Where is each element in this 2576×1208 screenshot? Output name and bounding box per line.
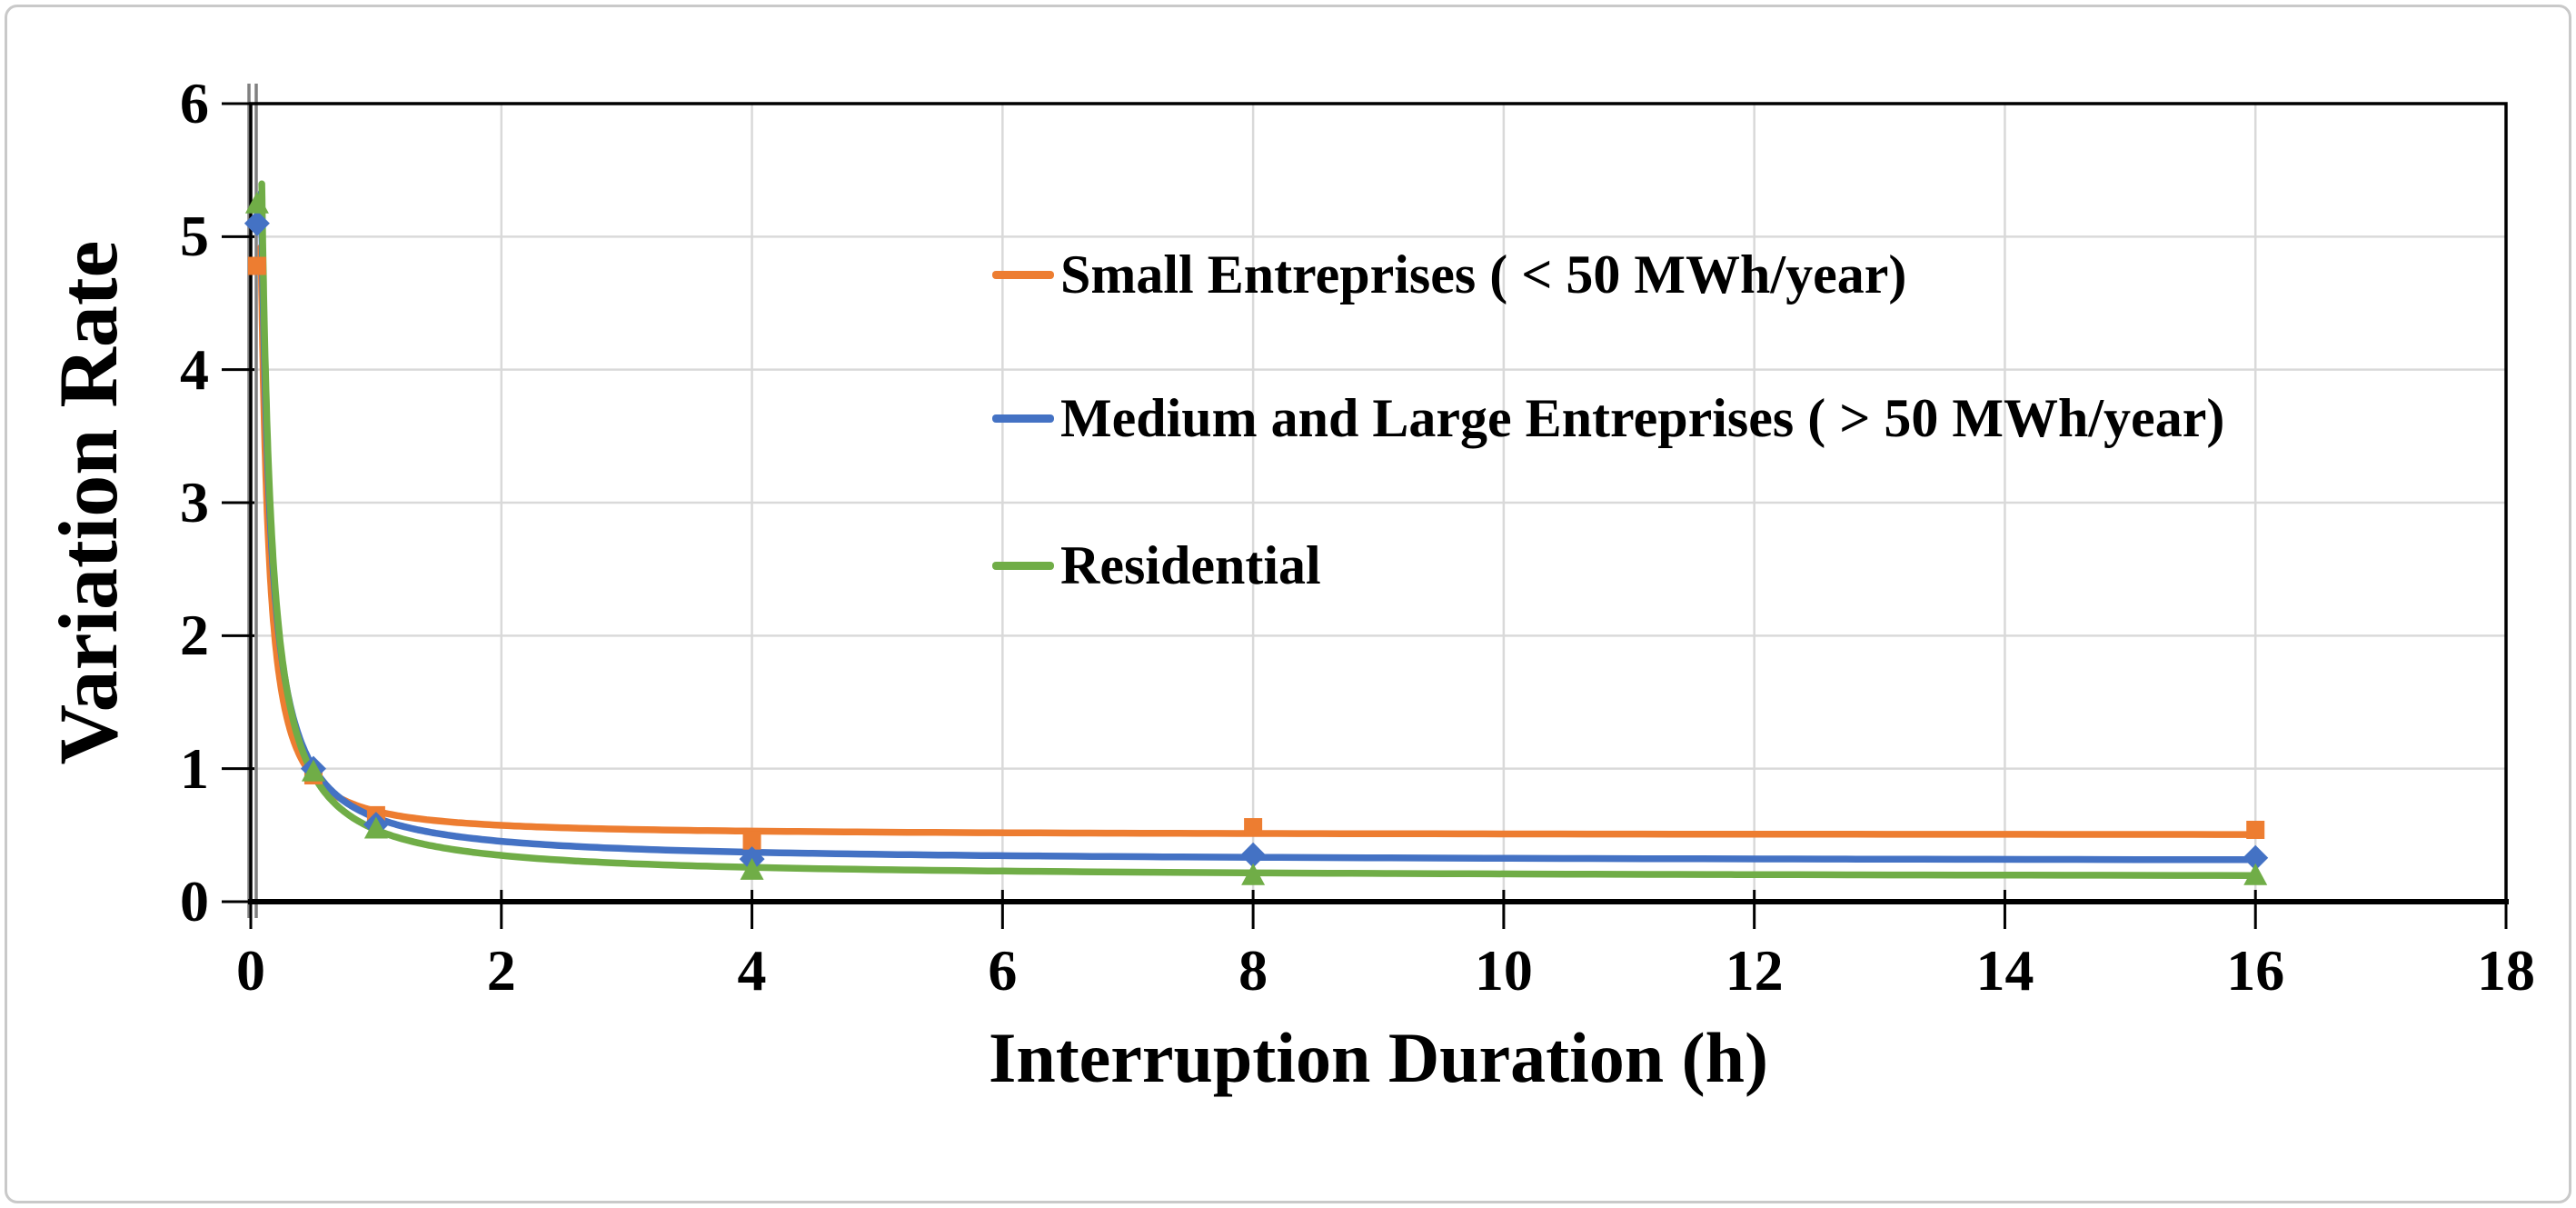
diamond-marker-series-1 [1240, 842, 1267, 868]
legend-label-residential: Residential [1060, 535, 1321, 595]
y-tick-label: 4 [180, 336, 209, 402]
legend-label-small-enterprises: Small Entreprises ( < 50 MWh/year) [1060, 245, 1907, 304]
legend-item-medium-large-enterprises: Medium and Large Entreprises ( > 50 MWh/… [992, 385, 2224, 451]
x-tick-label: 12 [1725, 938, 1784, 1003]
x-tick-label: 10 [1474, 938, 1533, 1003]
y-tick-label: 3 [180, 470, 209, 534]
triangle-marker-series-2 [363, 816, 388, 839]
series-line-0 [257, 244, 2259, 838]
triangle-marker-series-2 [301, 759, 325, 782]
legend-item-small-enterprises: Small Entreprises ( < 50 MWh/year) [992, 242, 1906, 307]
triangle-marker-series-2 [244, 191, 269, 214]
legend-line-swatch-green [992, 561, 1054, 570]
y-tick-label: 2 [180, 603, 209, 668]
y-tick-label: 5 [180, 204, 209, 269]
legend-item-residential: Residential [992, 533, 1321, 598]
x-tick-label: 0 [236, 938, 265, 1003]
x-tick-label: 6 [988, 938, 1018, 1003]
diamond-marker-series-1 [244, 210, 270, 236]
y-tick-label: 6 [180, 71, 209, 135]
legend-line-swatch-orange [992, 270, 1054, 279]
legend-line-swatch-blue [992, 414, 1054, 423]
x-tick-label: 8 [1238, 938, 1268, 1003]
square-marker-series-0 [247, 256, 266, 275]
y-tick-label: 1 [180, 735, 209, 801]
triangle-marker-series-2 [740, 857, 764, 880]
square-marker-series-0 [1244, 818, 1263, 837]
square-marker-series-0 [2246, 820, 2265, 839]
square-marker-series-0 [742, 831, 761, 850]
y-axis-title: Variation Rate [42, 240, 134, 765]
diamond-marker-series-1 [2243, 844, 2269, 871]
x-tick-label: 16 [2226, 938, 2285, 1003]
series-line-2 [258, 180, 2259, 879]
x-tick-label: 14 [1975, 938, 2034, 1003]
legend-label-medium-large-enterprises: Medium and Large Entreprises ( > 50 MWh/… [1060, 388, 2225, 448]
x-tick-label: 4 [737, 938, 767, 1003]
x-tick-label: 18 [2477, 938, 2535, 1003]
triangle-marker-series-2 [1241, 863, 1266, 885]
x-axis-title: Interruption Duration (h) [988, 1018, 1769, 1097]
x-tick-label: 2 [486, 938, 516, 1003]
triangle-marker-series-2 [2243, 863, 2268, 885]
y-tick-label: 0 [180, 869, 209, 933]
